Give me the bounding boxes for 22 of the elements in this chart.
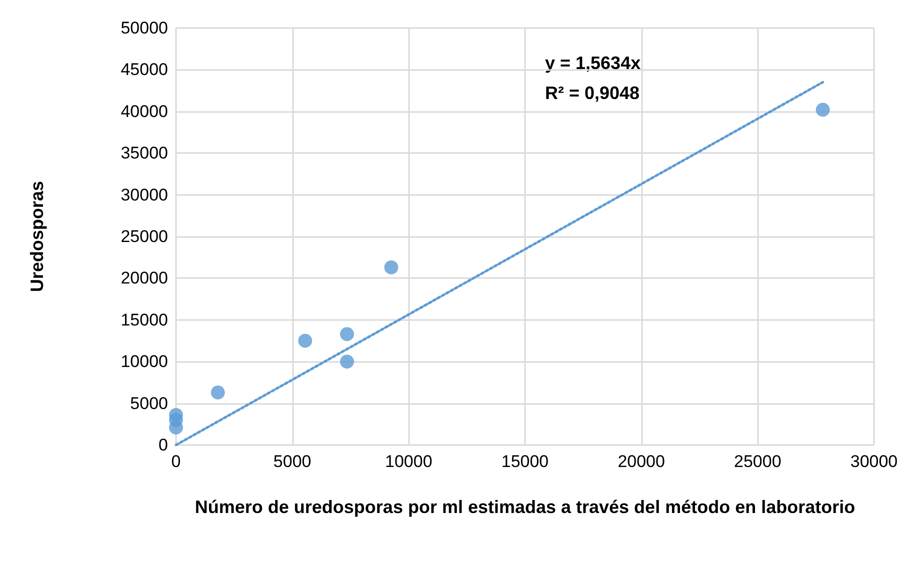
y-tick-label: 40000 [120,102,168,121]
x-tick-label: 15000 [501,452,549,471]
x-tick-label: 20000 [618,452,665,471]
x-tick-label: 30000 [850,452,898,471]
y-tick-label: 10000 [120,352,168,372]
x-tick-label: 25000 [734,452,782,471]
x-tick-label: 0 [171,452,181,471]
y-tick-label: 25000 [120,227,168,246]
y-tick-label: 35000 [120,144,168,163]
y-tick-label: 0 [158,436,168,454]
annotation: R² = 0,9048 [545,83,640,103]
annotation: y = 1,5634x [545,53,641,73]
y-tick-label: 30000 [120,185,168,204]
y-tick-label: 15000 [120,310,168,330]
y-tick-label: 50000 [120,18,168,38]
y-tick-label: 5000 [130,394,168,413]
y-axis-title: Uredosporas [27,180,47,292]
y-tick-label: 45000 [120,60,168,80]
x-tick-label: 10000 [385,452,432,471]
x-tick-label: 5000 [273,452,312,471]
y-tick-label: 20000 [120,268,168,288]
x-axis-title: Número de uredosporas por ml estimadas a través del método en laboratorio [194,497,856,517]
